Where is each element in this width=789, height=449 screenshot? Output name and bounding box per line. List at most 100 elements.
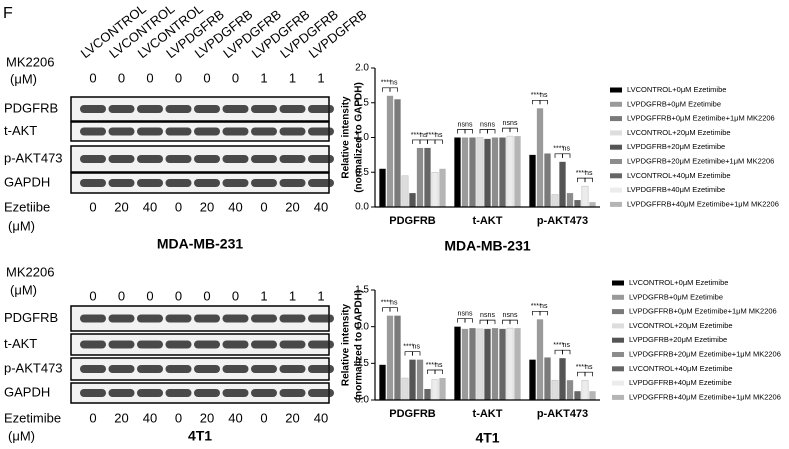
band (222, 389, 249, 397)
drug-value: 40 (314, 199, 328, 214)
legend-swatch (612, 309, 624, 315)
legend-swatch (610, 101, 622, 107)
bar (529, 154, 536, 207)
sig-bracket (562, 349, 571, 355)
sig-bracket (464, 318, 473, 323)
legend-swatch (612, 366, 624, 372)
y-tick-label: 1.5 (355, 285, 369, 296)
bar (454, 326, 461, 400)
bar (409, 193, 416, 207)
sig-bracket (457, 129, 466, 134)
band (194, 314, 220, 323)
mk-unit: (μM) (10, 71, 37, 86)
band (108, 105, 135, 113)
band (251, 340, 277, 349)
legend-label: LVPDGFFRB+40μM Ezetimibe+1μM MK2206 (627, 199, 779, 208)
sig-bracket (419, 139, 428, 144)
band (137, 314, 163, 323)
band (137, 179, 163, 187)
band (165, 314, 192, 323)
sig-label: ns (503, 120, 511, 127)
drug-label: Ezetiibe (4, 199, 50, 214)
sig-bracket (389, 87, 398, 92)
sig-label: ns (585, 170, 593, 177)
bar (454, 137, 461, 207)
band (222, 179, 249, 187)
legend-swatch (610, 187, 622, 193)
bar (536, 319, 544, 400)
band (165, 389, 192, 397)
sig-bracket (404, 351, 413, 356)
bar (589, 391, 596, 400)
sig-bracket (554, 153, 563, 158)
band (222, 155, 249, 163)
drug-value: 40 (228, 410, 242, 425)
row-label: t-AKT (4, 123, 37, 138)
band (137, 389, 163, 397)
sig-label: ns (465, 121, 473, 128)
sig-bracket (427, 139, 436, 144)
bar (559, 358, 566, 400)
legend-swatch (610, 173, 622, 179)
mk-value: 0 (175, 288, 182, 303)
sig-label: **** (531, 92, 542, 99)
legend-swatch (612, 380, 624, 386)
band (222, 340, 249, 349)
band (194, 389, 220, 397)
bar (401, 175, 409, 208)
mk-value: 1 (260, 70, 267, 85)
mk-value: 0 (146, 288, 153, 303)
bar (566, 193, 574, 207)
drug-value: 20 (200, 410, 214, 425)
sig-bracket (412, 351, 421, 356)
sig-label: **** (531, 303, 542, 310)
sig-bracket (464, 129, 473, 134)
bar (394, 315, 401, 400)
bar (401, 377, 409, 401)
drug-value: 20 (114, 199, 128, 214)
band (137, 127, 163, 136)
bar (424, 389, 431, 400)
band (251, 365, 277, 373)
drug-value: 40 (143, 199, 157, 214)
legend-label: LVCONTROL+0μM Ezetimibe (627, 85, 726, 94)
y-axis-label: Relative intensity (341, 303, 352, 386)
band (308, 155, 334, 163)
band (80, 105, 106, 113)
x-tick-label: PDGFRB (389, 215, 436, 227)
bar (566, 380, 574, 400)
sig-label: ns (435, 362, 443, 369)
bar (476, 328, 484, 401)
bar (394, 99, 401, 207)
bar (476, 137, 484, 208)
chart-title: 4T1 (475, 430, 499, 446)
sig-bracket (389, 307, 398, 312)
sig-bracket (382, 307, 391, 312)
band (279, 105, 306, 113)
legend-label: LVPDGFFRB+0μM Ezetimibe+1μM MK2206 (629, 307, 777, 316)
bar (409, 359, 416, 400)
band (165, 105, 192, 113)
sig-bracket (434, 139, 443, 144)
bar (551, 379, 559, 401)
drug-value: 20 (285, 199, 299, 214)
bar (536, 108, 544, 207)
band (137, 365, 163, 373)
band (308, 365, 334, 373)
sig-label: ns (458, 121, 466, 128)
bar (439, 168, 446, 207)
bar (424, 147, 431, 207)
x-tick-label: PDGFRB (389, 408, 436, 420)
sig-bracket (532, 99, 541, 105)
band (137, 340, 163, 349)
drug-value: 0 (89, 199, 96, 214)
sig-bracket (479, 319, 488, 325)
legend-swatch (612, 280, 624, 286)
band (108, 365, 135, 373)
sig-label: ns (390, 300, 398, 307)
legend-swatch (612, 294, 624, 300)
sig-bracket (457, 318, 466, 323)
sig-bracket (434, 369, 443, 374)
bar (506, 135, 514, 208)
